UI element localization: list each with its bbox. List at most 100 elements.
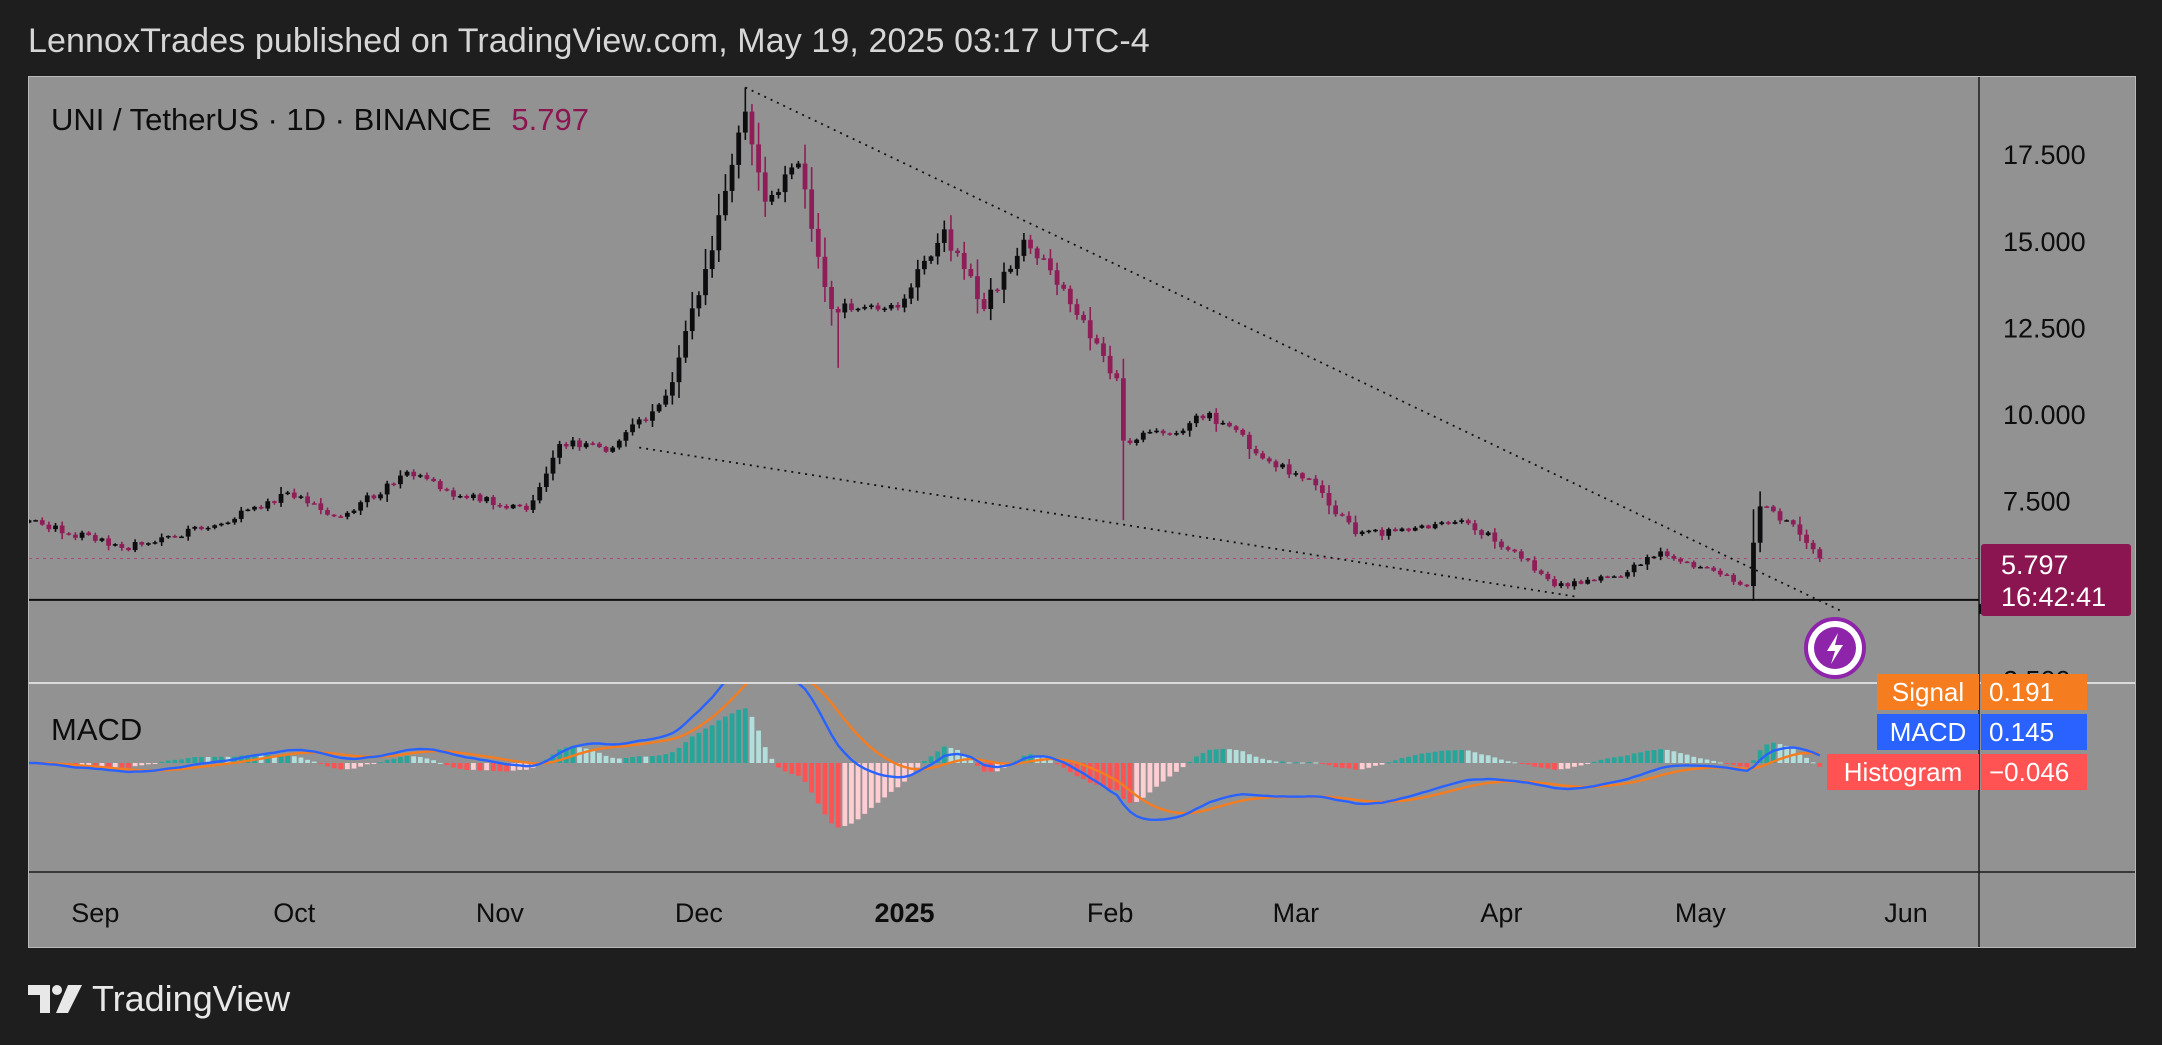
histogram-bar xyxy=(1439,750,1445,763)
candle xyxy=(351,509,357,515)
histogram-bar xyxy=(862,763,868,814)
lightning-icon[interactable] xyxy=(1804,617,1866,679)
candle xyxy=(703,248,708,306)
histogram-bar xyxy=(265,755,271,763)
candle xyxy=(597,441,602,449)
histogram-bar xyxy=(1698,758,1703,763)
candle xyxy=(1127,438,1133,445)
histogram-bar xyxy=(1147,763,1153,793)
histogram-bar xyxy=(1373,763,1378,766)
histogram-bar xyxy=(1313,762,1319,764)
histogram-bar xyxy=(1598,759,1604,763)
histogram-bar xyxy=(1505,761,1511,763)
histogram-bar xyxy=(471,763,476,770)
candle xyxy=(742,87,748,140)
candle xyxy=(875,302,881,312)
histogram-bar xyxy=(709,725,715,763)
upper-trendline xyxy=(744,86,1841,612)
histogram-bar xyxy=(1512,762,1518,764)
candle xyxy=(311,501,317,505)
candle xyxy=(165,535,171,539)
histogram-bar xyxy=(417,756,423,763)
histogram-bar xyxy=(92,763,98,768)
candle xyxy=(902,294,907,313)
histogram-bar xyxy=(490,763,496,771)
histogram-bar xyxy=(1731,763,1736,765)
candle xyxy=(1253,445,1259,456)
candle xyxy=(1406,527,1411,533)
candle xyxy=(1266,456,1272,464)
histogram-bar xyxy=(1678,753,1683,763)
candle xyxy=(1605,575,1610,579)
price-chart-svg[interactable]: 17.50015.00012.50010.0007.5002.5001.000S… xyxy=(29,77,2135,947)
histogram-bar xyxy=(915,763,921,768)
histogram-bar xyxy=(126,763,131,768)
histogram-bar xyxy=(782,763,788,772)
histogram-bar xyxy=(1525,763,1531,765)
histogram-bar xyxy=(1644,750,1650,763)
histogram-bar xyxy=(849,763,854,824)
histogram-bar xyxy=(205,756,211,763)
candle xyxy=(331,514,337,518)
histogram-bar xyxy=(1114,763,1120,791)
histogram-bar xyxy=(1094,763,1100,785)
macd-legend-item: MACD 0.145 xyxy=(1877,714,2087,750)
candle xyxy=(796,160,801,169)
candle xyxy=(371,494,377,500)
histogram-bar xyxy=(1392,760,1398,763)
histogram-bar xyxy=(1518,763,1524,764)
candle xyxy=(1233,425,1239,433)
histogram-bar xyxy=(1651,750,1657,763)
candle xyxy=(1446,520,1451,525)
histogram-bar xyxy=(1220,748,1226,763)
candle xyxy=(1081,311,1086,323)
histogram-bar xyxy=(285,754,291,763)
histogram-bar xyxy=(689,736,695,763)
candle xyxy=(1545,571,1551,582)
chart-panel[interactable]: 17.50015.00012.50010.0007.5002.5001.000S… xyxy=(28,76,2136,948)
candle xyxy=(73,532,78,541)
candle xyxy=(1160,429,1166,436)
histogram-bar xyxy=(1558,763,1564,770)
candle xyxy=(1028,234,1033,254)
candle xyxy=(1452,520,1458,525)
histogram-bar xyxy=(384,759,390,763)
candle xyxy=(1631,562,1637,577)
histogram-bar xyxy=(842,763,848,826)
tradingview-logo[interactable]: TradingView xyxy=(28,978,290,1020)
histogram-bar xyxy=(1353,763,1358,770)
histogram-bar xyxy=(1406,756,1411,763)
candles xyxy=(29,87,1823,601)
candle xyxy=(570,436,576,450)
histogram-bar xyxy=(1386,762,1392,764)
candle xyxy=(126,546,131,552)
histogram-bar xyxy=(1300,762,1305,764)
candle xyxy=(146,542,151,546)
candle xyxy=(1552,575,1557,588)
candle xyxy=(895,302,901,311)
price-tick-label: 10.000 xyxy=(2003,400,2086,430)
histogram-bar xyxy=(603,755,609,763)
histogram-bar xyxy=(1187,761,1193,763)
candle xyxy=(1764,505,1770,508)
candle xyxy=(238,506,244,523)
histogram-bar xyxy=(1618,756,1624,763)
candle xyxy=(1207,411,1212,422)
candle xyxy=(577,437,582,451)
candle xyxy=(417,473,423,479)
histogram-bar xyxy=(1154,763,1159,787)
candle xyxy=(86,531,92,536)
candle xyxy=(955,248,960,257)
candle xyxy=(1260,450,1266,460)
candle xyxy=(1698,565,1703,569)
histogram-bar xyxy=(742,708,748,763)
histogram-bar xyxy=(1180,763,1186,768)
histogram-bar xyxy=(1804,757,1809,763)
histogram-bar xyxy=(1054,763,1060,765)
histogram-bar xyxy=(1611,757,1617,763)
histogram-bar xyxy=(1572,763,1577,767)
histogram-bar xyxy=(683,742,689,763)
histogram-bar xyxy=(756,730,761,763)
histogram-bar xyxy=(504,763,509,772)
candle xyxy=(1678,557,1683,564)
